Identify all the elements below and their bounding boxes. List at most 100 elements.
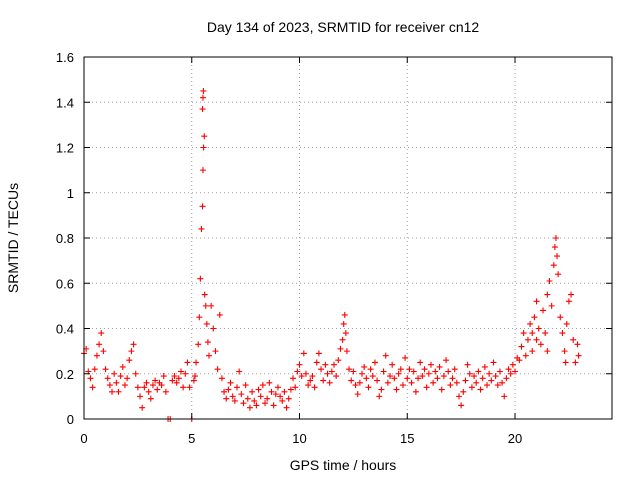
- data-point: [201, 291, 208, 298]
- data-point: [201, 133, 208, 140]
- data-point: [143, 379, 150, 386]
- data-point: [311, 384, 318, 391]
- data-point: [516, 357, 523, 364]
- data-points: [81, 87, 582, 422]
- data-point: [548, 302, 555, 309]
- data-point: [555, 271, 562, 278]
- data-point: [572, 359, 579, 366]
- data-point: [455, 393, 462, 400]
- data-point: [322, 361, 329, 368]
- data-point: [305, 382, 312, 389]
- data-point: [486, 370, 493, 377]
- data-point: [283, 404, 290, 411]
- data-point: [266, 379, 273, 386]
- axis-ticks: [83, 56, 612, 420]
- data-point: [328, 368, 335, 375]
- data-point: [551, 244, 558, 251]
- data-point: [574, 341, 581, 348]
- data-point: [529, 330, 536, 337]
- data-point: [272, 391, 279, 398]
- data-point: [340, 320, 347, 327]
- data-point: [449, 375, 456, 382]
- data-point: [264, 395, 271, 402]
- y-tick-label: 1.2: [56, 141, 74, 156]
- data-point: [113, 379, 120, 386]
- data-point: [255, 386, 262, 393]
- data-point: [124, 375, 131, 382]
- data-point: [262, 400, 269, 407]
- data-point: [445, 368, 452, 375]
- data-point: [333, 373, 340, 380]
- data-point: [195, 341, 202, 348]
- data-point: [279, 397, 286, 404]
- data-point: [182, 370, 189, 377]
- data-point: [423, 384, 430, 391]
- data-point: [307, 377, 314, 384]
- data-point: [339, 336, 346, 343]
- y-tick-label: 1.4: [56, 95, 74, 110]
- data-point: [380, 368, 387, 375]
- data-point: [533, 298, 540, 305]
- data-point: [290, 375, 297, 382]
- data-point: [342, 330, 349, 337]
- data-point: [158, 382, 165, 389]
- data-point: [359, 370, 366, 377]
- data-point: [479, 375, 486, 382]
- data-point: [98, 330, 105, 337]
- data-point: [350, 368, 357, 375]
- data-point: [287, 386, 294, 393]
- data-point: [200, 87, 207, 94]
- data-point: [91, 366, 98, 373]
- data-point: [242, 382, 249, 389]
- data-point: [477, 386, 484, 393]
- data-point: [527, 320, 534, 327]
- data-point: [352, 382, 359, 389]
- data-point: [236, 368, 243, 375]
- data-point: [575, 352, 582, 359]
- data-point: [512, 368, 519, 375]
- data-point: [130, 341, 137, 348]
- x-tick-label: 0: [80, 431, 87, 446]
- y-tick-labels: 0 0.2 0.4 0.6 0.8 1 1.2 1.4 1.6: [56, 50, 74, 427]
- data-point: [292, 384, 299, 391]
- data-point: [494, 382, 501, 389]
- data-point: [171, 373, 178, 380]
- data-point: [520, 330, 527, 337]
- x-axis-label: GPS time / hours: [290, 457, 397, 473]
- data-point: [139, 404, 146, 411]
- data-point: [561, 348, 568, 355]
- data-point: [251, 397, 258, 404]
- y-tick-label: 1: [67, 186, 74, 201]
- data-point: [335, 357, 342, 364]
- data-point: [177, 368, 184, 375]
- data-point: [320, 377, 327, 384]
- data-point: [309, 373, 316, 380]
- x-tick-label: 5: [188, 431, 195, 446]
- data-point: [430, 379, 437, 386]
- data-point: [208, 302, 215, 309]
- data-point: [533, 336, 540, 343]
- data-point: [330, 361, 337, 368]
- data-point: [417, 359, 424, 366]
- data-point: [488, 377, 495, 384]
- data-point: [216, 311, 223, 318]
- data-point: [408, 379, 415, 386]
- data-point: [395, 370, 402, 377]
- data-point: [544, 291, 551, 298]
- x-tick-label: 15: [400, 431, 414, 446]
- data-point: [169, 377, 176, 384]
- data-point: [121, 382, 128, 389]
- data-point: [535, 325, 542, 332]
- data-point: [186, 384, 193, 391]
- data-point: [253, 402, 260, 409]
- data-point: [259, 382, 266, 389]
- data-point: [238, 391, 245, 398]
- data-point: [559, 330, 566, 337]
- data-point: [89, 384, 96, 391]
- data-point: [152, 377, 159, 384]
- data-point: [205, 352, 212, 359]
- data-point: [475, 368, 482, 375]
- data-point: [246, 404, 253, 411]
- y-tick-label: 0.8: [56, 231, 74, 246]
- data-point: [462, 377, 469, 384]
